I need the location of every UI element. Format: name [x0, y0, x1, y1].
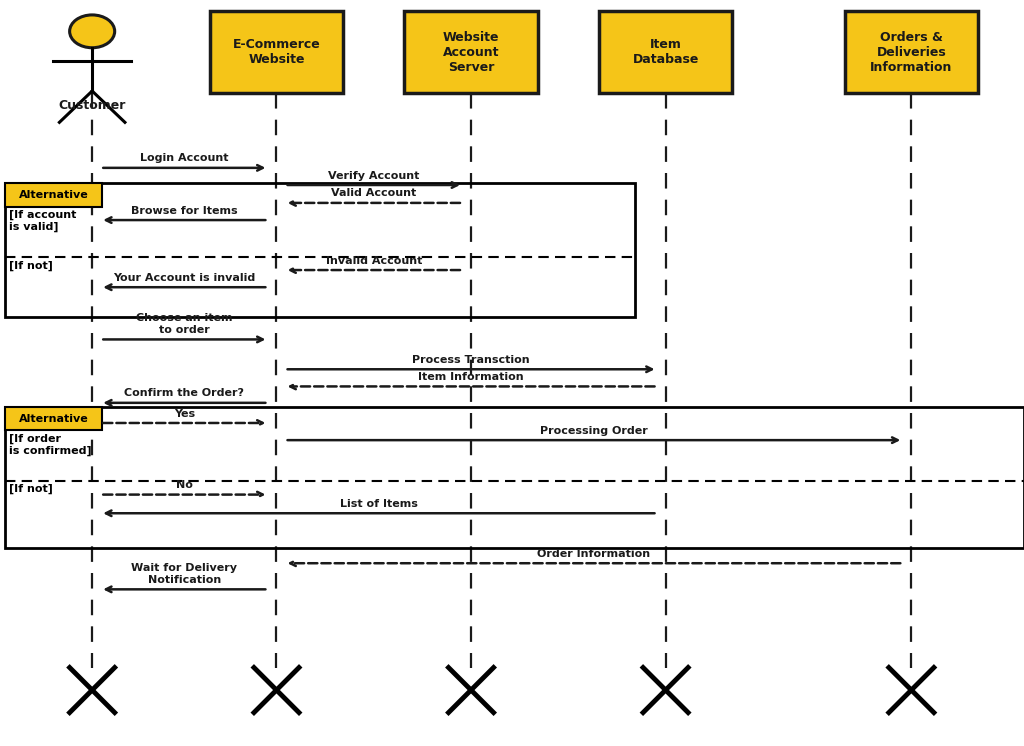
Text: Alternative: Alternative	[18, 189, 89, 200]
Text: Customer: Customer	[58, 99, 126, 112]
Text: Choose an item
to order: Choose an item to order	[136, 313, 232, 335]
Text: Orders &
Deliveries
Information: Orders & Deliveries Information	[870, 31, 952, 74]
Text: [If order
is confirmed]: [If order is confirmed]	[9, 433, 92, 456]
Bar	[210, 11, 343, 93]
Text: Valid Account: Valid Account	[331, 189, 417, 198]
Text: [If account
is valid]: [If account is valid]	[9, 210, 77, 232]
Circle shape	[70, 15, 115, 48]
Text: Your Account is invalid: Your Account is invalid	[114, 273, 255, 283]
Text: E-Commerce
Website: E-Commerce Website	[232, 38, 321, 66]
Text: Yes: Yes	[174, 409, 195, 419]
Text: Website
Account
Server: Website Account Server	[442, 31, 500, 74]
Text: [If not]: [If not]	[9, 484, 53, 495]
Bar	[5, 407, 1024, 548]
Text: Item Information: Item Information	[418, 372, 524, 382]
Bar	[404, 11, 538, 93]
Text: [If not]: [If not]	[9, 260, 53, 271]
Bar	[599, 11, 732, 93]
Bar	[5, 183, 102, 207]
Text: Browse for Items: Browse for Items	[131, 206, 238, 216]
Text: Login Account: Login Account	[140, 154, 228, 163]
Text: Wait for Delivery
Notification: Wait for Delivery Notification	[131, 563, 238, 585]
Text: Processing Order: Processing Order	[540, 426, 648, 436]
Text: Invalid Account: Invalid Account	[326, 256, 422, 266]
Text: Process Transction: Process Transction	[413, 355, 529, 365]
Text: No: No	[176, 480, 193, 490]
Bar	[5, 183, 635, 317]
Bar	[845, 11, 978, 93]
Text: Item
Database: Item Database	[633, 38, 698, 66]
Text: Confirm the Order?: Confirm the Order?	[124, 389, 245, 398]
Bar	[5, 407, 102, 430]
Text: Verify Account: Verify Account	[328, 171, 420, 181]
Text: Order Information: Order Information	[538, 549, 650, 559]
Text: List of Items: List of Items	[340, 499, 418, 509]
Text: Alternative: Alternative	[18, 413, 89, 424]
